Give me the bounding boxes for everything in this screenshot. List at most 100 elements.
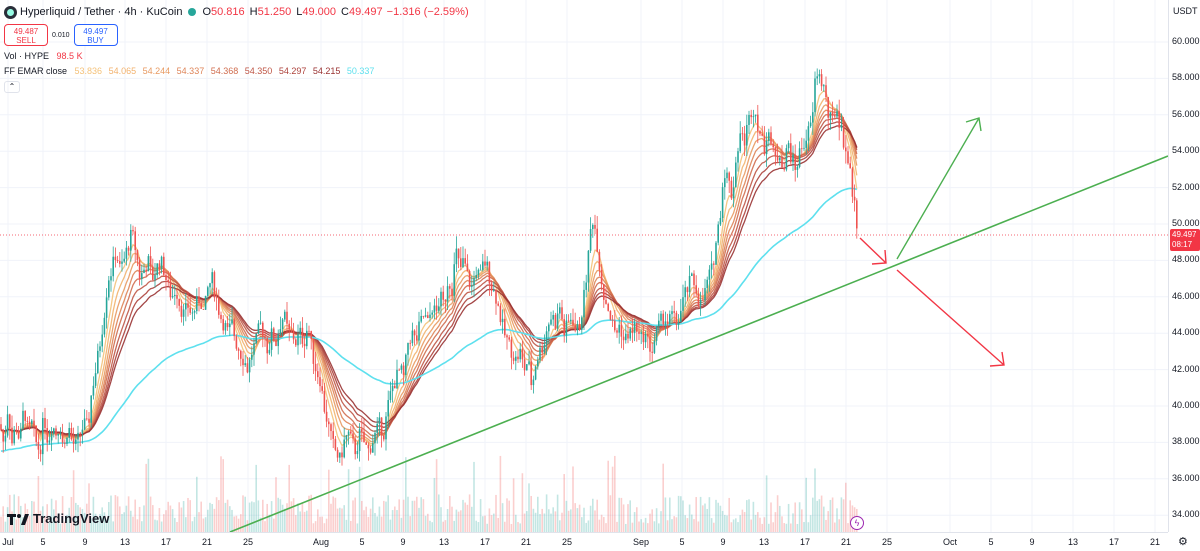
collapse-legend-button[interactable]: ⌃: [4, 81, 20, 93]
candle-body: [325, 411, 328, 422]
volume-bar: [515, 514, 517, 532]
time-tick-label: 13: [1067, 537, 1079, 547]
candle-body: [726, 172, 728, 179]
buy-button[interactable]: 49.497 BUY: [73, 24, 118, 46]
candle-body: [358, 429, 361, 452]
volume-bar: [427, 513, 429, 532]
volume-bar: [279, 499, 282, 532]
volume-bar: [622, 504, 625, 532]
candle-body: [347, 431, 350, 436]
candle-body: [627, 333, 629, 339]
volume-bar: [354, 497, 356, 532]
candle-body: [92, 385, 95, 396]
candle-body: [407, 342, 409, 355]
candle-body: [431, 312, 433, 315]
volume-bar: [543, 513, 546, 532]
chart-settings-icon[interactable]: ⚙: [1178, 536, 1188, 548]
volume-bar: [440, 507, 442, 532]
candle-body: [592, 224, 594, 230]
volume-bar: [603, 517, 605, 532]
price-chart[interactable]: [0, 0, 1168, 532]
volume-bar: [673, 516, 675, 532]
candle-body: [209, 283, 211, 288]
candle-body: [273, 328, 275, 341]
candle-body: [123, 258, 125, 262]
candle-body: [600, 269, 603, 285]
candle-body: [845, 147, 847, 152]
symbol-title[interactable]: Hyperliquid / Tether · 4h · KuCoin: [20, 6, 183, 18]
volume-bar: [88, 483, 90, 532]
volume-bar: [264, 521, 266, 532]
volume-bar: [317, 509, 319, 532]
volume-bar: [48, 522, 51, 532]
price-axis[interactable]: USDT 60.000 58.000 56.000 54.000 52.000 50.00…: [1168, 0, 1200, 532]
buy-price: 49.497: [83, 27, 108, 36]
volume-bar: [204, 517, 207, 532]
volume-bar: [838, 519, 840, 532]
volume-bar: [772, 522, 774, 532]
candle-body: [598, 251, 601, 270]
price-tick-label: 34.000: [1172, 509, 1200, 520]
candle-body: [803, 147, 805, 149]
volume-bar: [292, 498, 295, 532]
currency-label[interactable]: USDT: [1173, 6, 1198, 16]
candle-body: [444, 299, 447, 302]
chart-legend: Hyperliquid / Tether · 4h · KuCoin O 50.8…: [4, 4, 469, 93]
volume-bar: [563, 474, 565, 532]
candle-body: [222, 319, 224, 331]
volume-bar: [743, 512, 746, 532]
volume-bar: [754, 514, 757, 532]
candle-body: [246, 363, 249, 373]
candle-body: [277, 334, 279, 347]
candle-body: [541, 347, 543, 353]
volume-bar: [413, 500, 416, 532]
volume-bar: [713, 522, 715, 532]
volume-bar: [552, 507, 554, 532]
time-axis[interactable]: Jul 5 9 13 17 21 25 Aug 5 9 13 17 21 25 Sep 5 9 13 17 21 25 O…: [0, 532, 1168, 551]
candle-body: [174, 294, 176, 297]
tradingview-logo[interactable]: TradingView: [7, 511, 109, 526]
candle-body: [372, 443, 374, 453]
chart-pane[interactable]: Hyperliquid / Tether · 4h · KuCoin O 50.8…: [0, 0, 1168, 532]
candle-body: [125, 247, 128, 259]
lightning-event-icon[interactable]: ϟ: [850, 516, 864, 530]
candle-body: [757, 114, 759, 132]
candle-body: [215, 297, 218, 299]
volume-bar: [660, 511, 662, 532]
volume-bar: [358, 466, 361, 532]
ema-indicator-row[interactable]: FF EMAR close 53.836 54.065 54.244 54.33…: [4, 64, 469, 79]
volume-bar: [209, 502, 211, 532]
time-tick-label: 17: [1108, 537, 1120, 547]
candle-body: [257, 323, 260, 334]
candle-body: [851, 168, 854, 197]
candle-body: [435, 305, 438, 311]
volume-bar: [376, 516, 378, 532]
volume-bar: [801, 509, 803, 532]
volume-bar: [20, 505, 22, 532]
sell-button[interactable]: 49.487 SELL: [4, 24, 48, 46]
candle-body: [424, 315, 427, 317]
candle-body: [31, 420, 33, 425]
candle-body: [618, 324, 620, 333]
volume-bar: [475, 520, 477, 532]
candle-body: [352, 433, 354, 439]
candle-body: [438, 306, 440, 311]
volume-bar: [732, 519, 735, 532]
volume-bar: [352, 500, 354, 532]
volume-bar: [658, 523, 660, 532]
volume-indicator-row[interactable]: Vol · HYPE 98.5 K: [4, 49, 469, 64]
volume-bar: [178, 502, 180, 532]
volume-indicator-name: Vol · HYPE: [4, 51, 50, 61]
candle-body: [787, 143, 790, 149]
volume-bar: [0, 516, 2, 532]
volume-bar: [207, 509, 209, 532]
candle-body: [433, 305, 436, 313]
volume-bar: [462, 499, 464, 532]
time-tick-label: 13: [438, 537, 450, 547]
candle-body: [235, 336, 238, 349]
candle-body: [361, 429, 363, 432]
volume-bar: [653, 521, 656, 532]
candle-body: [33, 420, 35, 426]
candle-body: [268, 349, 271, 354]
market-open-icon: [188, 8, 197, 16]
